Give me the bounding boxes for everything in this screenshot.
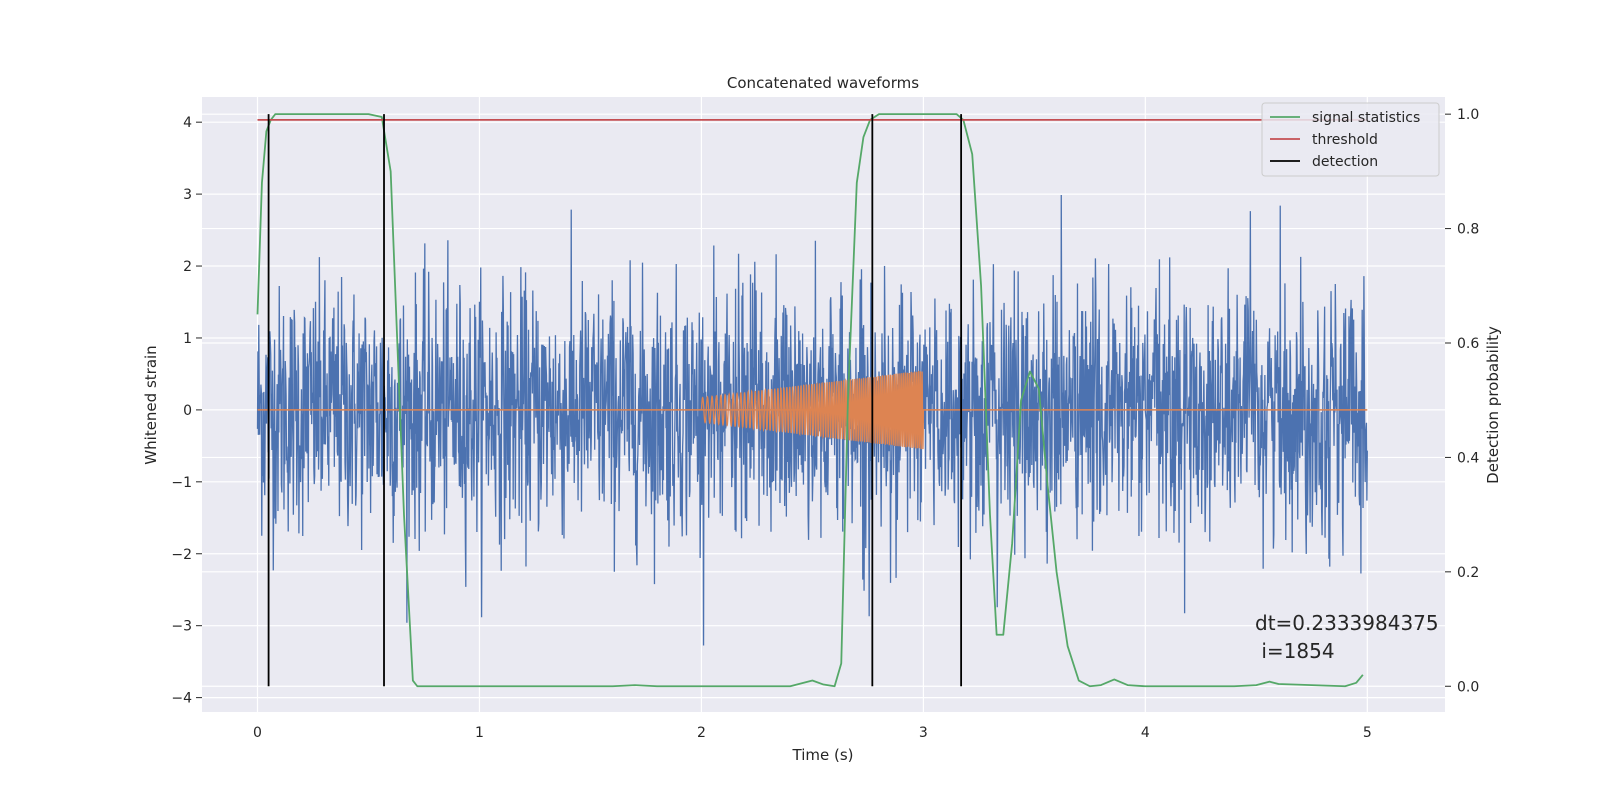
x-tick-label: 3 [919,725,928,741]
legend-label-detection: detection [1312,154,1378,170]
annotation-dt: dt=0.2333984375 [1255,611,1439,635]
y-right-tick-label: 1.0 [1457,107,1479,123]
y-left-tick-label: −1 [171,475,192,491]
x-tick-label: 2 [697,725,706,741]
y-right-tick-label: 0.0 [1457,679,1479,695]
x-tick-label: 1 [475,725,484,741]
y-left-tick-label: −4 [171,691,192,707]
legend-box [1261,102,1440,177]
series-chirp [700,370,925,450]
legend-label-signal: signal statistics [1312,110,1420,126]
y-right-tick-label: 0.4 [1457,450,1479,466]
y-left-tick-label: 1 [183,331,192,347]
legend-label-threshold: threshold [1312,132,1378,148]
ticks-layer: 0 1 2 3 4 5 4 3 2 1 0 −1 −2 −3 −4 1.0 0.8 0.6 0.4 0.2 0.0 [171,107,1479,741]
annotation: dt=0.2333984375 i=1854 [1255,611,1439,663]
y-left-tick-label: −3 [171,619,192,635]
x-axis-label: Time (s) [792,746,854,764]
y-left-tick-label: −2 [171,547,192,563]
y-right-tick-label: 0.6 [1457,336,1479,352]
legend: signal statistics threshold detection [1261,102,1440,177]
x-tick-label: 4 [1141,725,1150,741]
y-left-tick-label: 3 [183,187,192,203]
y-right-tick-label: 0.2 [1457,565,1479,581]
series-strain-noise [256,194,1368,646]
y-axis-label-left: Whitened strain [142,345,160,464]
x-tick-label: 0 [253,725,262,741]
chart-title: Concatenated waveforms [727,74,919,92]
y-left-tick-label: 0 [183,403,192,419]
annotation-index: i=1854 [1255,639,1335,663]
y-left-tick-label: 4 [183,115,192,131]
x-tick-label: 5 [1363,725,1372,741]
y-left-tick-label: 2 [183,259,192,275]
series-layer [256,113,1368,688]
y-right-tick-label: 0.8 [1457,222,1479,238]
y-axis-label-right: Detection probability [1484,326,1502,484]
series-signal-statistics [256,113,1364,688]
